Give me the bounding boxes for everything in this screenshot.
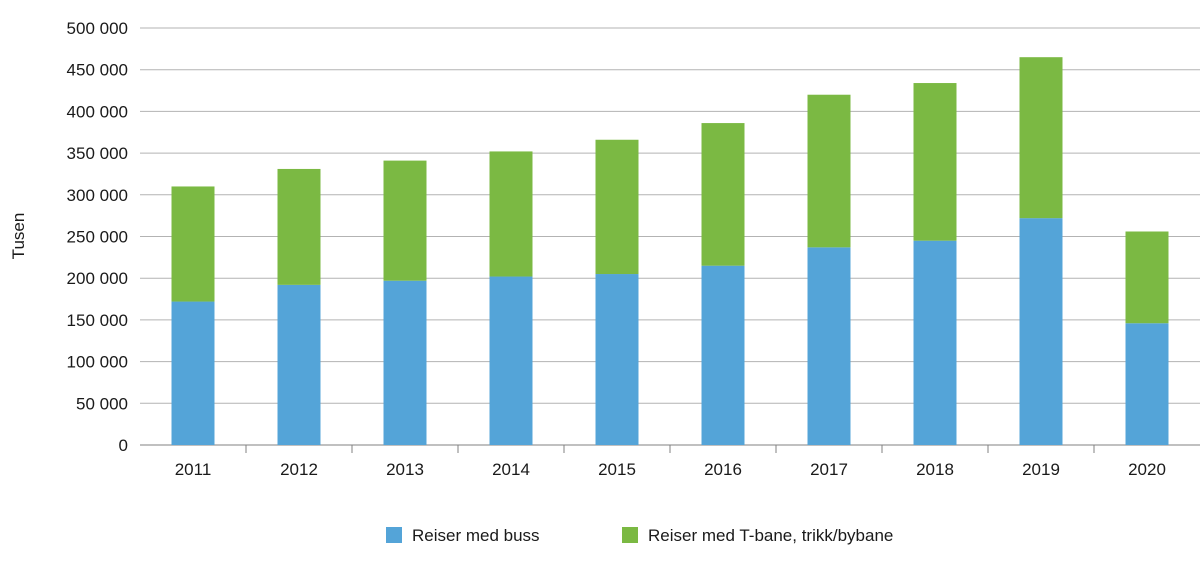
bar-tbane-2015 <box>595 139 639 275</box>
x-tick-label: 2016 <box>704 460 742 479</box>
legend-swatch <box>622 527 638 543</box>
y-tick-label: 0 <box>119 436 128 455</box>
legend-swatch <box>386 527 402 543</box>
x-tick-label: 2012 <box>280 460 318 479</box>
bar-tbane-2011 <box>171 186 215 302</box>
legend-label: Reiser med buss <box>412 526 540 545</box>
bar-tbane-2016 <box>701 123 745 266</box>
bars <box>171 57 1169 445</box>
y-tick-label: 250 000 <box>67 228 128 247</box>
y-tick-label: 500 000 <box>67 19 128 38</box>
y-tick-label: 400 000 <box>67 102 128 121</box>
bar-buss-2012 <box>277 284 321 445</box>
bar-buss-2014 <box>489 276 533 445</box>
y-tick-label: 50 000 <box>76 394 128 413</box>
y-axis-title: Tusen <box>9 213 28 260</box>
bar-tbane-2014 <box>489 151 533 277</box>
bar-buss-2019 <box>1019 218 1063 445</box>
x-tick-label: 2017 <box>810 460 848 479</box>
bar-tbane-2019 <box>1019 57 1063 219</box>
bar-buss-2016 <box>701 265 745 445</box>
x-tick-label: 2013 <box>386 460 424 479</box>
bar-buss-2020 <box>1125 323 1169 445</box>
x-tick-label: 2014 <box>492 460 530 479</box>
bar-buss-2018 <box>913 240 957 445</box>
x-tick-label: 2015 <box>598 460 636 479</box>
x-axis-tick-labels: 2011 2012 2013 2014 2015 2016 2017 2018 2019 2020 <box>175 460 1166 479</box>
bar-buss-2017 <box>807 247 851 445</box>
y-axis-tick-labels: 0 50 000 100 000 150 000 200 000 250 000 300 0… <box>67 19 128 455</box>
legend-label: Reiser med T-bane, trikk/bybane <box>648 526 893 545</box>
bar-buss-2013 <box>383 280 427 445</box>
y-tick-label: 450 000 <box>67 61 128 80</box>
y-tick-label: 100 000 <box>67 353 128 372</box>
x-tick-label: 2019 <box>1022 460 1060 479</box>
bar-tbane-2012 <box>277 168 321 285</box>
bar-buss-2015 <box>595 274 639 445</box>
bar-tbane-2017 <box>807 94 851 248</box>
x-tick-label: 2011 <box>175 460 212 479</box>
x-tick-label: 2020 <box>1128 460 1166 479</box>
bar-tbane-2013 <box>383 160 427 281</box>
x-tick-label: 2018 <box>916 460 954 479</box>
bar-buss-2011 <box>171 301 215 445</box>
bar-tbane-2020 <box>1125 231 1169 324</box>
y-tick-label: 200 000 <box>67 269 128 288</box>
bar-tbane-2018 <box>913 83 957 241</box>
y-tick-label: 300 000 <box>67 186 128 205</box>
y-tick-label: 150 000 <box>67 311 128 330</box>
legend: Reiser med buss Reiser med T-bane, trikk/… <box>386 526 893 545</box>
y-tick-label: 350 000 <box>67 144 128 163</box>
